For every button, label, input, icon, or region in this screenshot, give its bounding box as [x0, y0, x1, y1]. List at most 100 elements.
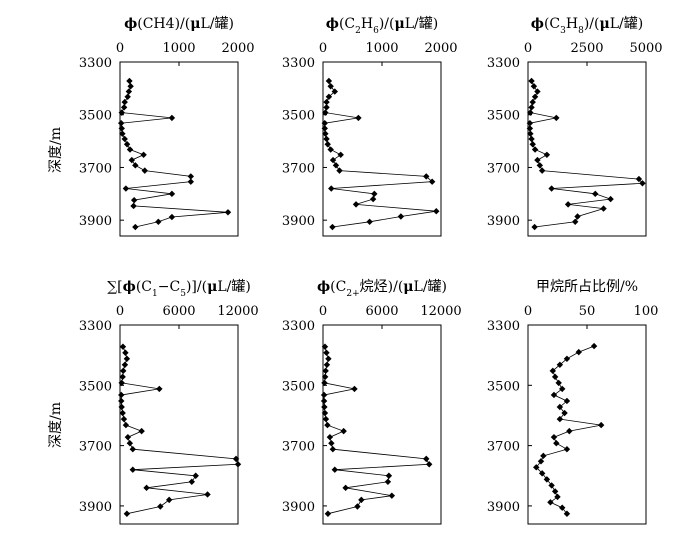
data-point [224, 209, 232, 216]
y-tick-label: 3700 [282, 161, 315, 176]
y-tick-label: 3500 [282, 379, 315, 394]
data-point [559, 504, 566, 511]
data-point [129, 446, 136, 453]
data-point [590, 342, 598, 350]
data-point [127, 83, 134, 90]
data-point [188, 478, 195, 485]
title-fragment: L/罐) [610, 16, 643, 32]
title-fragment: −C [158, 279, 180, 295]
data-point [551, 373, 559, 381]
data-point [204, 491, 211, 498]
title-fragment: H [566, 16, 578, 32]
data-point [575, 348, 582, 356]
series-line [529, 80, 644, 228]
data-point [323, 135, 330, 143]
data-point [324, 421, 331, 429]
data-point [326, 433, 334, 441]
series-line [120, 80, 229, 228]
data-point [530, 83, 538, 90]
data-point [157, 503, 164, 510]
data-point [321, 409, 329, 417]
x-tick-label: 12000 [420, 304, 461, 319]
data-point [540, 452, 547, 460]
data-point [554, 493, 561, 501]
data-point [126, 77, 133, 85]
title-fragment: ϕ [317, 279, 330, 295]
panel-title: ϕ(C3H8)/(μL/罐) [531, 16, 643, 36]
data-point [531, 146, 539, 153]
data-point [140, 151, 147, 158]
data-point [168, 114, 176, 122]
y-tick-label: 3900 [487, 214, 520, 229]
data-point [538, 167, 546, 174]
y-tick-label: 3300 [282, 56, 315, 71]
data-point [351, 385, 358, 393]
data-point [122, 421, 130, 429]
data-point [528, 77, 535, 85]
data-point [639, 180, 646, 187]
x-tick-label: 1000 [162, 41, 195, 56]
data-point [529, 141, 536, 148]
y-tick-label: 3900 [79, 214, 112, 229]
data-point [143, 484, 150, 492]
data-point [433, 208, 440, 215]
x-tick-label: 2000 [424, 41, 457, 56]
title-fragment: )/( [175, 16, 191, 32]
data-point [327, 146, 334, 153]
x-tick-label: 0 [319, 304, 327, 319]
data-point [117, 119, 125, 127]
data-point [537, 458, 545, 465]
data-point [320, 397, 328, 405]
data-point [118, 397, 125, 405]
x-tick-label: 2500 [570, 41, 603, 56]
data-point [323, 349, 330, 356]
title-fragment: 甲烷所占比例/% [536, 279, 638, 295]
data-point [122, 185, 130, 192]
x-tick-label: 100 [634, 304, 659, 319]
y-tick-label: 3900 [282, 500, 315, 515]
data-point [388, 492, 396, 499]
data-point [325, 355, 332, 362]
data-point [322, 415, 330, 423]
data-point [531, 223, 538, 231]
x-tick-label: 0 [116, 304, 124, 319]
data-point [118, 109, 125, 116]
data-point [550, 391, 558, 399]
data-point [551, 488, 559, 495]
y-tick-label: 3300 [487, 56, 520, 71]
data-point [187, 173, 194, 180]
title-fragment: L/罐) [405, 16, 438, 32]
x-tick-label: 5000 [629, 41, 662, 56]
data-point [321, 373, 329, 381]
data-point [119, 409, 126, 417]
data-point [527, 109, 534, 116]
data-point [371, 190, 378, 198]
panel-3: ϕ(C3H8)/(μL/罐) 0 2500 5000 3300 3500 3700 3900 [487, 16, 663, 237]
title-fragment: 6 [373, 26, 379, 36]
data-point [156, 385, 163, 393]
y-tick-label: 3700 [487, 161, 520, 176]
title-fragment: ϕ [124, 16, 137, 32]
title-fragment: μ [394, 16, 404, 32]
title-fragment: )/( [584, 16, 600, 32]
x-tick-label: 2000 [221, 41, 254, 56]
data-point [384, 478, 392, 485]
data-point [187, 178, 194, 185]
title-fragment: (C [136, 279, 152, 295]
data-point [132, 223, 139, 231]
data-point [232, 455, 240, 463]
panel-2: ϕ(C2H6)/(μL/罐) 0 1000 2000 3300 3500 3700 3900 [282, 16, 458, 237]
title-fragment: 1 [152, 289, 158, 299]
y-tick-label: 3900 [487, 500, 520, 515]
title-fragment: L/罐) [217, 279, 250, 295]
data-point [563, 510, 571, 517]
data-point [547, 499, 554, 506]
data-point [607, 195, 614, 203]
data-point [328, 185, 335, 192]
data-point [121, 135, 128, 143]
data-point [337, 151, 344, 158]
title-fragment: (C [544, 16, 560, 32]
data-point [120, 415, 128, 423]
plot-frame [119, 61, 239, 237]
